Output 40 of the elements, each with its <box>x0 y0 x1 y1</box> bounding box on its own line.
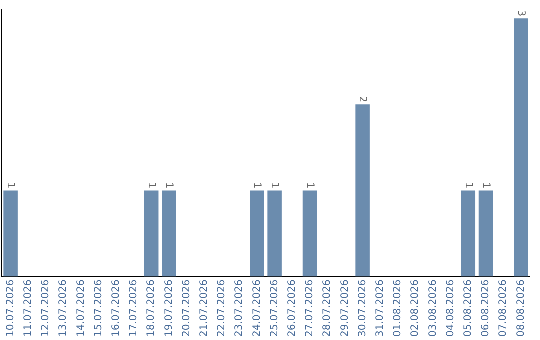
data-label: 1 <box>5 182 16 189</box>
x-tick-label: 08.08.2026 <box>516 280 527 338</box>
x-tick-label: 20.07.2026 <box>181 280 192 338</box>
data-label: 1 <box>146 182 158 189</box>
x-tick-label: 10.07.2026 <box>5 280 16 338</box>
x-tick-label: 12.07.2026 <box>40 280 52 338</box>
data-label: 1 <box>164 182 175 189</box>
x-tick-label: 25.07.2026 <box>269 280 280 338</box>
x-tick-label: 02.08.2026 <box>410 280 422 338</box>
data-label: 3 <box>516 10 527 17</box>
x-tick-label: 15.07.2026 <box>93 280 104 338</box>
data-label: 1 <box>252 182 263 189</box>
x-tick-label: 01.08.2026 <box>392 280 404 338</box>
x-tick-label: 07.08.2026 <box>498 280 510 338</box>
x-tick-label: 24.07.2026 <box>252 280 263 338</box>
x-tick-label: 29.07.2026 <box>340 280 351 338</box>
data-label: 1 <box>462 182 474 189</box>
x-tick-label: 06.08.2026 <box>480 280 492 338</box>
x-tick-label: 28.07.2026 <box>322 280 334 338</box>
x-tick-label: 04.08.2026 <box>445 280 456 338</box>
x-tick-label: 19.07.2026 <box>164 280 175 338</box>
data-label: 1 <box>304 182 316 189</box>
x-tick-label: 27.07.2026 <box>304 280 316 338</box>
data-label: 1 <box>480 182 492 189</box>
x-tick-label: 16.07.2026 <box>110 280 122 338</box>
data-label: 2 <box>357 96 368 103</box>
x-tick-label: 23.07.2026 <box>234 280 246 338</box>
x-tick-label: 14.07.2026 <box>76 280 87 338</box>
x-tick-label: 18.07.2026 <box>146 280 158 338</box>
x-tick-label: 03.08.2026 <box>428 280 439 338</box>
x-tick-label: 31.07.2026 <box>374 280 386 338</box>
x-tick-label: 13.07.2026 <box>58 280 70 338</box>
data-label: 1 <box>269 182 280 189</box>
x-tick-label: 05.08.2026 <box>462 280 474 338</box>
x-tick-label: 17.07.2026 <box>128 280 140 338</box>
x-tick-label: 21.07.2026 <box>198 280 210 338</box>
x-tick-label: 26.07.2026 <box>286 280 298 338</box>
x-tick-label: 30.07.2026 <box>357 280 368 338</box>
x-tick-label: 22.07.2026 <box>216 280 228 338</box>
x-tick-label: 11.07.2026 <box>22 280 34 338</box>
